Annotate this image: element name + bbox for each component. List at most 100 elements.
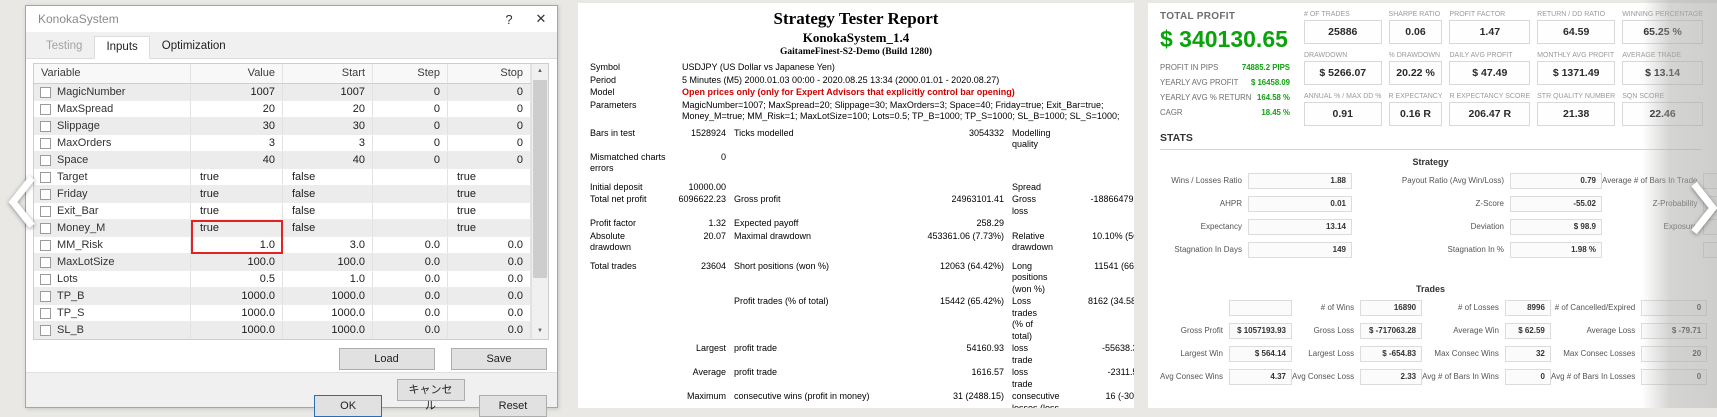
cell-start[interactable]: false [283, 169, 373, 185]
cell-start[interactable]: 1000.0 [283, 305, 373, 321]
prev-arrow-icon[interactable] [6, 174, 38, 230]
row-checkbox[interactable] [40, 86, 51, 98]
cell-stop[interactable]: true [448, 186, 531, 202]
cell-value[interactable]: 20 [191, 101, 283, 117]
next-arrow-icon[interactable] [1688, 180, 1717, 236]
cell-step[interactable] [373, 169, 448, 185]
cell-step[interactable]: 0.0 [373, 288, 448, 304]
tab-testing[interactable]: Testing [46, 40, 83, 52]
table-row[interactable]: Space 40 40 0 0 [34, 152, 548, 169]
cell-value[interactable]: 100.0 [191, 254, 283, 270]
table-row[interactable]: TP_S 1000.0 1000.0 0.0 0.0 [34, 305, 548, 322]
row-checkbox[interactable] [40, 205, 51, 217]
table-row[interactable]: MaxSpread 20 20 0 0 [34, 101, 548, 118]
cell-step[interactable] [373, 203, 448, 219]
row-checkbox[interactable] [40, 222, 51, 234]
row-checkbox[interactable] [40, 256, 51, 268]
cell-step[interactable]: 0 [373, 84, 448, 100]
cell-start[interactable]: 1.0 [283, 271, 373, 287]
row-checkbox[interactable] [40, 103, 51, 115]
table-row[interactable]: Target true false true [34, 169, 548, 186]
scrollbar-thumb[interactable] [533, 80, 547, 278]
table-row[interactable]: TP_B 1000.0 1000.0 0.0 0.0 [34, 288, 548, 305]
close-icon[interactable]: ✕ [535, 11, 547, 26]
reset-button[interactable]: Reset [479, 395, 547, 417]
cell-stop[interactable]: 0.0 [448, 322, 531, 338]
cell-value[interactable]: 30 [191, 118, 283, 134]
tab-inputs[interactable]: Inputs [94, 36, 150, 59]
save-button[interactable]: Save [451, 348, 547, 370]
table-row[interactable]: MaxOrders 3 3 0 0 [34, 135, 548, 152]
table-row[interactable]: Exit_Bar true false true [34, 203, 548, 220]
load-button[interactable]: Load [338, 348, 435, 370]
cell-value[interactable]: 0.5 [191, 271, 283, 287]
cell-stop[interactable]: 0.0 [448, 305, 531, 321]
table-row[interactable]: MaxLotSize 100.0 100.0 0.0 0.0 [34, 254, 548, 271]
cell-step[interactable]: 0 [373, 152, 448, 168]
cell-step[interactable] [373, 220, 448, 236]
table-row[interactable]: MM_Risk 1.0 3.0 0.0 0.0 [34, 237, 548, 254]
cell-stop[interactable]: 0.0 [448, 271, 531, 287]
cell-step[interactable]: 0.0 [373, 305, 448, 321]
cell-start[interactable]: 1000.0 [283, 288, 373, 304]
cell-value[interactable]: 1000.0 [191, 305, 283, 321]
ok-button[interactable]: OK [314, 395, 383, 417]
tab-optimization[interactable]: Optimization [161, 40, 226, 52]
cell-start[interactable]: 30 [283, 118, 373, 134]
cell-stop[interactable]: 0.0 [448, 288, 531, 304]
table-row[interactable]: SL_B 1000.0 1000.0 0.0 0.0 [34, 322, 548, 339]
cell-start[interactable]: 40 [283, 152, 373, 168]
row-checkbox[interactable] [40, 239, 51, 251]
cell-start[interactable]: 20 [283, 101, 373, 117]
cell-step[interactable]: 0.0 [373, 322, 448, 338]
row-checkbox[interactable] [40, 188, 51, 200]
cell-value[interactable]: 3 [191, 135, 283, 151]
table-row[interactable]: Friday true false true [34, 186, 548, 203]
cell-start[interactable]: 3 [283, 135, 373, 151]
cell-start[interactable]: false [283, 220, 373, 236]
cell-stop[interactable]: 0.0 [448, 237, 531, 253]
cell-stop[interactable]: true [448, 169, 531, 185]
table-row[interactable]: Money_M true false true [34, 220, 548, 237]
cell-value[interactable]: 1000.0 [191, 322, 283, 338]
row-checkbox[interactable] [40, 307, 51, 319]
row-checkbox[interactable] [40, 290, 51, 302]
row-checkbox[interactable] [40, 273, 51, 285]
cell-value[interactable]: 1000.0 [191, 288, 283, 304]
cell-step[interactable] [373, 186, 448, 202]
scroll-up-icon[interactable]: ▲ [537, 68, 543, 74]
help-icon[interactable]: ? [505, 11, 513, 27]
row-checkbox[interactable] [40, 154, 51, 166]
scroll-down-icon[interactable]: ▼ [537, 328, 543, 334]
table-scrollbar[interactable]: ▲ ▼ [531, 64, 548, 339]
row-checkbox[interactable] [40, 137, 51, 149]
cell-step[interactable]: 0 [373, 135, 448, 151]
cell-stop[interactable]: 0 [448, 152, 531, 168]
cell-step[interactable]: 0.0 [373, 271, 448, 287]
cell-step[interactable]: 0 [373, 101, 448, 117]
cell-start[interactable]: 1007 [283, 84, 373, 100]
cell-stop[interactable]: 0.0 [448, 254, 531, 270]
cell-value[interactable]: true [191, 186, 283, 202]
table-row[interactable]: MagicNumber 1007 1007 0 0 [34, 84, 548, 101]
cell-stop[interactable]: 0 [448, 101, 531, 117]
cell-step[interactable]: 0 [373, 118, 448, 134]
cell-start[interactable]: false [283, 186, 373, 202]
table-row[interactable]: Lots 0.5 1.0 0.0 0.0 [34, 271, 548, 288]
row-checkbox[interactable] [40, 120, 51, 132]
cell-value[interactable]: 1007 [191, 84, 283, 100]
row-checkbox[interactable] [40, 171, 51, 183]
cell-value[interactable]: true [191, 169, 283, 185]
row-checkbox[interactable] [40, 324, 51, 336]
cell-value[interactable]: 1.0 [191, 237, 283, 253]
cell-start[interactable]: 1000.0 [283, 322, 373, 338]
cell-stop[interactable]: 0 [448, 118, 531, 134]
cell-start[interactable]: 100.0 [283, 254, 373, 270]
cell-stop[interactable]: true [448, 203, 531, 219]
cell-stop[interactable]: 0 [448, 135, 531, 151]
cell-stop[interactable]: true [448, 220, 531, 236]
cell-start[interactable]: false [283, 203, 373, 219]
cell-value[interactable]: true [191, 220, 283, 236]
cell-step[interactable]: 0.0 [373, 237, 448, 253]
cell-stop[interactable]: 0 [448, 84, 531, 100]
